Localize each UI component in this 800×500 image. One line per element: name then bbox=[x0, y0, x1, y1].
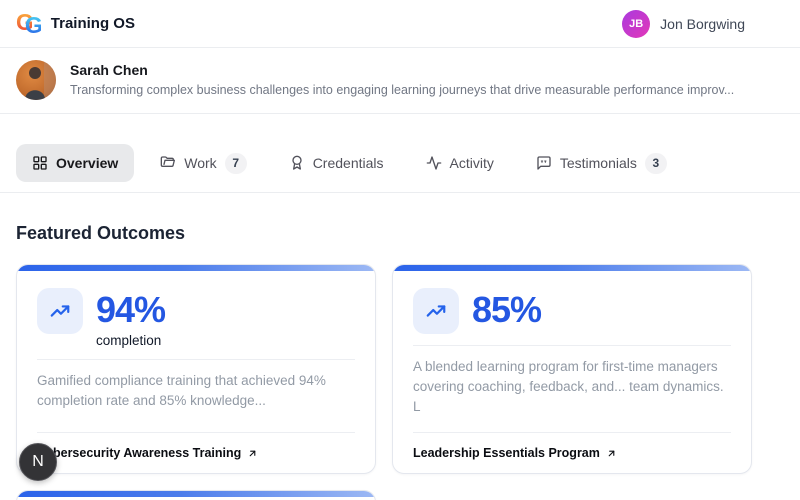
stat-row: 85% bbox=[413, 288, 731, 334]
profile-tabs: Overview Work 7 Credentials Activity bbox=[0, 114, 800, 193]
outcome-card[interactable]: 94% completion Gamified compliance train… bbox=[16, 264, 376, 474]
card-description: Gamified compliance training that achiev… bbox=[37, 373, 326, 408]
external-link-icon bbox=[608, 450, 615, 456]
award-icon bbox=[292, 155, 302, 170]
profile-bio: Transforming complex business challenges… bbox=[70, 83, 735, 97]
current-user[interactable]: JB Jon Borgwing bbox=[622, 9, 745, 38]
profile-photo[interactable] bbox=[16, 60, 56, 100]
user-avatar[interactable]: JB bbox=[622, 9, 651, 38]
activity-pulse-icon bbox=[426, 156, 441, 170]
folder-icon bbox=[160, 156, 176, 167]
trending-up-icon bbox=[37, 288, 83, 334]
external-link-icon bbox=[249, 450, 256, 456]
tab-credentials[interactable]: Credentials bbox=[273, 144, 400, 182]
tab-label: Testimonials bbox=[559, 155, 637, 171]
tab-badge: 3 bbox=[644, 152, 667, 174]
tab-testimonials[interactable]: Testimonials 3 bbox=[520, 144, 683, 182]
trending-up-icon bbox=[413, 288, 459, 334]
overview-panel: Featured Outcomes 94% completion bbox=[0, 193, 800, 500]
stat-label: completion bbox=[96, 333, 162, 348]
app-header: GG Training OS JB Jon Borgwing bbox=[0, 0, 800, 48]
stat-value: 85% bbox=[472, 289, 542, 330]
card-accent-bar bbox=[17, 491, 375, 497]
tab-label: Work bbox=[184, 155, 217, 171]
app-title: Training OS bbox=[50, 15, 135, 32]
stat-value: 94% bbox=[96, 289, 166, 330]
floating-n-button[interactable]: N bbox=[19, 443, 57, 481]
app-brand[interactable]: GG Training OS bbox=[16, 10, 135, 37]
card-description: A blended learning program for first-tim… bbox=[413, 359, 724, 414]
divider bbox=[413, 345, 731, 346]
profile-info: Sarah Chen Transforming complex business… bbox=[70, 60, 734, 97]
tab-badge: 7 bbox=[224, 152, 247, 174]
divider bbox=[37, 432, 355, 433]
tab-overview[interactable]: Overview bbox=[16, 144, 135, 182]
card-link-label: Cybersecurity Awareness Training bbox=[37, 446, 242, 460]
section-title: Featured Outcomes bbox=[16, 223, 186, 243]
featured-outcomes-grid: 94% completion Gamified compliance train… bbox=[16, 264, 784, 500]
card-accent-bar bbox=[17, 265, 375, 271]
card-accent-bar bbox=[393, 265, 751, 271]
app-logo-icon: GG bbox=[16, 10, 43, 37]
card-body: 94% completion Gamified compliance train… bbox=[17, 271, 375, 473]
stat-row: 94% completion bbox=[37, 288, 355, 348]
card-link[interactable]: Cybersecurity Awareness Training bbox=[37, 444, 355, 460]
profile-header: Sarah Chen Transforming complex business… bbox=[0, 48, 800, 114]
tab-label: Activity bbox=[449, 155, 494, 171]
tab-work[interactable]: Work 7 bbox=[144, 144, 262, 182]
card-body: 85% A blended learning program for first… bbox=[393, 271, 751, 473]
message-quote-icon bbox=[537, 156, 551, 170]
profile-name: Sarah Chen bbox=[70, 62, 148, 78]
outcome-card[interactable] bbox=[16, 490, 376, 500]
tab-label: Overview bbox=[56, 155, 119, 171]
tab-activity[interactable]: Activity bbox=[410, 144, 510, 182]
user-name: Jon Borgwing bbox=[660, 15, 745, 32]
outcome-card[interactable]: 85% A blended learning program for first… bbox=[392, 264, 752, 474]
divider bbox=[37, 359, 355, 360]
profile-photo-image bbox=[16, 60, 56, 100]
card-link-label: Leadership Essentials Program bbox=[413, 446, 600, 460]
grid-icon bbox=[33, 156, 47, 170]
stat-block: 94% completion bbox=[96, 288, 166, 348]
divider bbox=[413, 432, 731, 433]
stat-block: 85% bbox=[472, 288, 542, 332]
card-link[interactable]: Leadership Essentials Program bbox=[413, 444, 731, 460]
tab-label: Credentials bbox=[312, 155, 384, 171]
